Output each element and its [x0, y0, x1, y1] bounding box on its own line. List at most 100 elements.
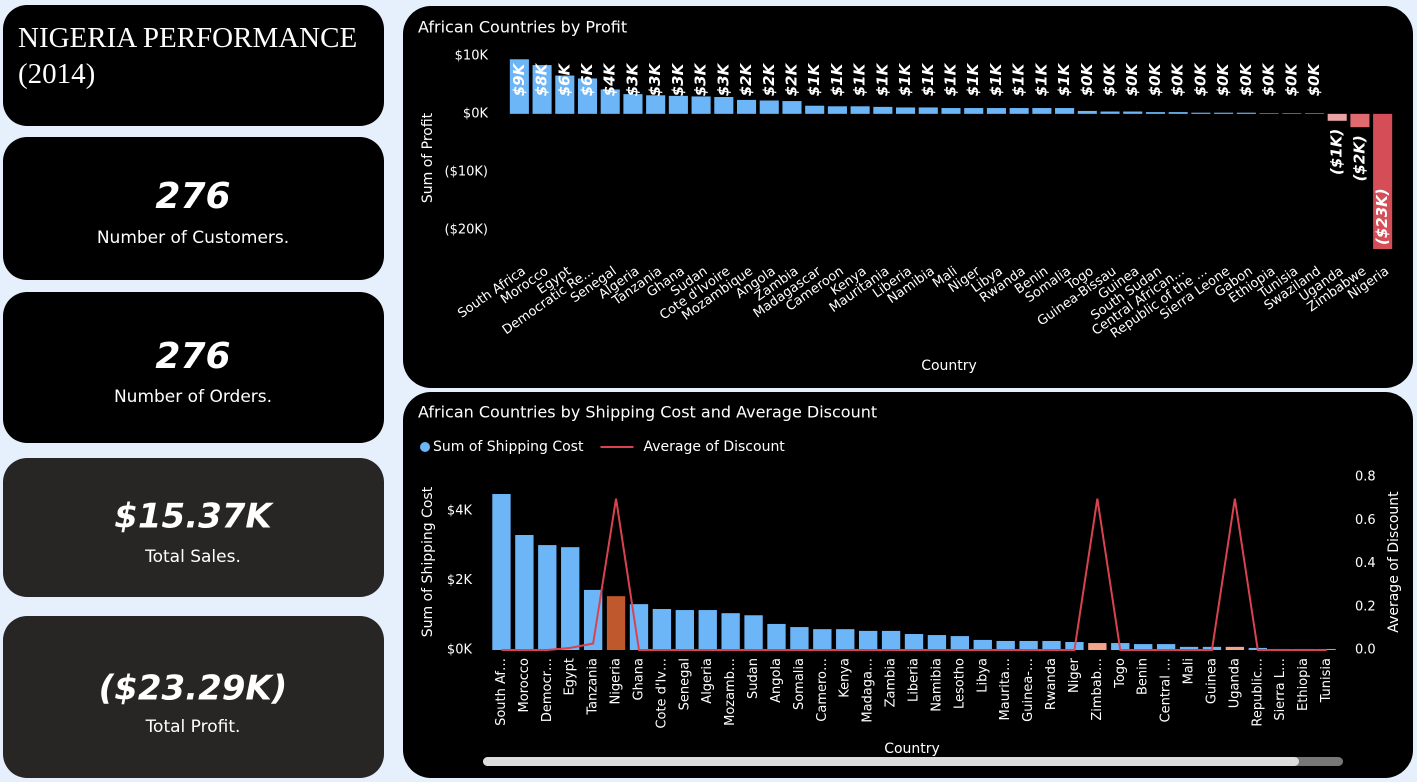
x-tick-label: Morocco: [517, 658, 532, 712]
bar: [767, 623, 786, 650]
kpi-value: ($23.29K): [99, 669, 288, 709]
data-label: $4K: [601, 62, 619, 96]
bar: [698, 610, 717, 650]
legend-label: Sum of Shipping Cost: [433, 439, 584, 455]
data-label: $1K: [828, 62, 846, 96]
x-tick-label: Kenya: [838, 658, 853, 698]
data-label: $3K: [714, 62, 732, 96]
y-tick-label: $10K: [455, 48, 489, 63]
data-label: $0K: [1146, 62, 1164, 96]
x-tick-label: Republic…: [1250, 658, 1265, 727]
bar: [714, 97, 734, 114]
data-label: $1K: [1010, 62, 1028, 96]
x-tick-label: Liberia: [907, 658, 922, 702]
bar: [1327, 113, 1347, 121]
x-tick-label: Somalia: [792, 658, 807, 710]
data-label: $0K: [1305, 62, 1323, 96]
bar: [873, 106, 893, 114]
dashboard-title: NIGERIA PERFORMANCE (2014): [18, 22, 358, 90]
x-tick-label: Benin: [1136, 658, 1151, 695]
bar: [1088, 643, 1107, 650]
data-label: $1K: [1055, 62, 1073, 96]
x-tick-label: Democr…: [540, 658, 555, 722]
x-tick-label: Madaga…: [861, 658, 876, 723]
data-label: $6K: [555, 62, 573, 96]
x-tick-label: Algeria: [700, 658, 715, 704]
bar: [927, 635, 947, 650]
chart-panel: [403, 6, 1413, 388]
bar: [721, 613, 740, 650]
chart-title: African Countries by Profit: [418, 18, 627, 37]
bar: [1100, 111, 1120, 114]
bar: [561, 547, 580, 650]
x-tick-label: South Af…: [494, 658, 509, 726]
x-tick-label: Ethiopia: [1296, 658, 1311, 711]
y-tick-label: ($20K): [445, 222, 488, 237]
x-tick-label: Guinea: [1204, 658, 1219, 704]
bar: [509, 59, 529, 114]
data-label: $3K: [646, 62, 664, 96]
data-label: $0K: [1237, 62, 1255, 96]
y-axis-title: Sum of Profit: [420, 112, 436, 203]
bar: [1191, 112, 1211, 114]
x-tick-label: Tunisia: [1319, 658, 1334, 703]
data-label: $1K: [896, 62, 914, 96]
data-label: $3K: [669, 62, 687, 96]
x-axis-title: Country: [921, 358, 977, 374]
data-label: $3K: [692, 62, 710, 96]
x-tick-label: Cote d'Iv…: [654, 658, 669, 729]
bar: [836, 629, 855, 650]
kpi-label: Total Profit.: [145, 717, 241, 737]
kpi-card: [3, 292, 384, 443]
kpi-card: [3, 137, 384, 280]
data-label: $1K: [919, 62, 937, 96]
bar: [646, 95, 666, 114]
bar: [1032, 108, 1052, 114]
data-label: $8K: [533, 62, 551, 96]
kpi-label: Number of Orders.: [114, 387, 272, 407]
data-label: $2K: [737, 62, 755, 96]
y-tick-label: ($10K): [445, 164, 488, 179]
bar: [1055, 108, 1075, 114]
bar: [691, 96, 711, 114]
data-label: $0K: [1282, 62, 1300, 96]
bar: [881, 630, 901, 650]
y2-axis-title: Average of Discount: [1386, 491, 1402, 633]
y-tick-label: $0K: [463, 106, 489, 121]
legend-label: Average of Discount: [643, 439, 785, 455]
scrollbar-thumb[interactable]: [483, 757, 1299, 766]
x-tick-label: Mozamb…: [723, 658, 738, 726]
kpi-value: $15.37K: [114, 497, 274, 537]
bar: [736, 99, 757, 114]
bar: [1077, 110, 1097, 114]
bar: [973, 639, 992, 650]
bar: [1019, 640, 1038, 650]
x-tick-label: Sudan: [746, 658, 761, 699]
y2-tick-label: 0.0: [1355, 643, 1376, 658]
bar: [1236, 112, 1256, 114]
kpi-card: [3, 458, 384, 597]
data-label: $2K: [782, 62, 800, 96]
bar: [1123, 111, 1143, 114]
bar: [759, 100, 779, 114]
bar: [986, 108, 1006, 114]
x-tick-label: Camero…: [815, 658, 830, 722]
title-card: [3, 5, 384, 126]
bar: [1168, 112, 1188, 114]
x-tick-label: Angola: [769, 658, 784, 703]
data-label: $9K: [510, 62, 528, 96]
x-tick-label: Egypt: [563, 658, 578, 696]
data-label: $0K: [1214, 62, 1232, 96]
x-tick-label: Ghana: [631, 658, 646, 701]
bar: [1373, 113, 1393, 250]
y-tick-label: $4K: [447, 504, 473, 519]
bar: [1009, 108, 1029, 114]
data-label: $1K: [851, 62, 869, 96]
bar: [675, 610, 694, 650]
bar: [805, 105, 825, 114]
data-label: $1K: [1032, 62, 1050, 96]
x-tick-label: Tanzania: [586, 658, 601, 716]
bar: [652, 609, 672, 650]
bar: [532, 65, 552, 114]
